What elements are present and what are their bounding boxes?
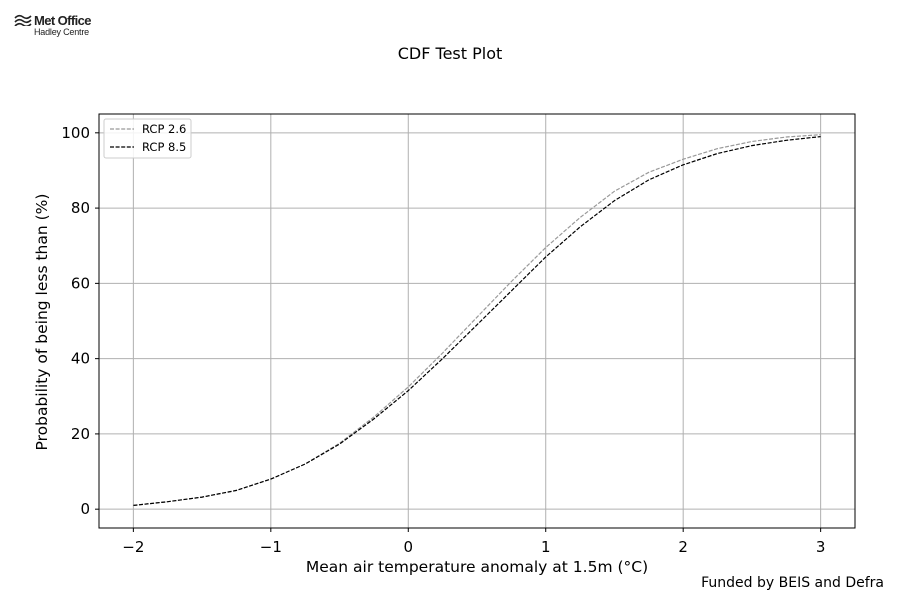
ticks: −2 −1 0 1 2 3 0 20 40 60 80 100 — [61, 124, 825, 556]
series-layer — [133, 134, 821, 506]
series-line-rcp-8-5 — [133, 136, 821, 506]
x-tick-label: 3 — [816, 538, 826, 556]
y-tick-label: 80 — [71, 199, 90, 217]
grid — [99, 114, 855, 528]
series-line-rcp-2-6 — [133, 134, 821, 506]
plot-frame — [98, 113, 856, 529]
legend: RCP 2.6 RCP 8.5 — [103, 118, 192, 159]
legend-label: RCP 8.5 — [142, 140, 186, 154]
footer-credit: Funded by BEIS and Defra — [701, 575, 884, 591]
x-tick-label: −1 — [260, 538, 282, 556]
met-office-waves-icon — [14, 14, 32, 26]
x-axis-label: Mean air temperature anomaly at 1.5m (°C… — [306, 558, 648, 576]
chart-title: CDF Test Plot — [397, 44, 503, 63]
legend-box — [103, 118, 192, 159]
met-office-logo: Met Office Hadley Centre — [14, 13, 114, 41]
x-tick-label: 1 — [541, 538, 551, 556]
x-tick-label: 0 — [403, 538, 413, 556]
y-axis-label: Probability of being less than (%) — [33, 194, 51, 451]
y-tick-label: 60 — [71, 274, 90, 292]
x-tick-label: −2 — [122, 538, 144, 556]
y-tick-label: 100 — [61, 124, 90, 142]
y-tick-label: 20 — [71, 425, 90, 443]
y-tick-label: 0 — [80, 500, 90, 518]
logo-line1: Met Office — [34, 13, 91, 28]
logo-line2: Hadley Centre — [34, 27, 89, 37]
x-tick-label: 2 — [678, 538, 688, 556]
legend-label: RCP 2.6 — [142, 122, 186, 136]
y-tick-label: 40 — [71, 350, 90, 368]
